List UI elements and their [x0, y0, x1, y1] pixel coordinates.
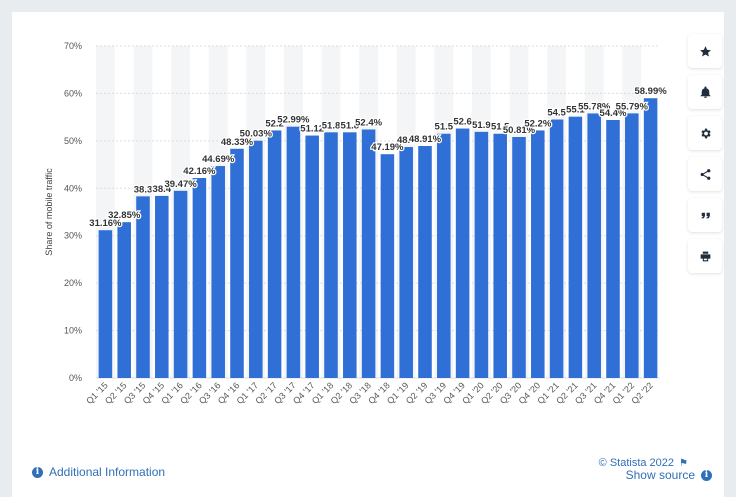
bar	[267, 130, 282, 378]
bar	[437, 133, 451, 378]
bar	[286, 126, 301, 379]
print-icon	[700, 251, 710, 261]
data-label: 55.79%	[616, 101, 649, 112]
y-tick-label: 60%	[64, 88, 82, 98]
data-label: 39.47%	[164, 179, 197, 190]
bar	[305, 135, 319, 378]
bar	[399, 147, 413, 378]
data-label: 52.2%	[524, 118, 551, 129]
notification-button[interactable]	[688, 75, 722, 109]
quote-icon	[700, 212, 710, 218]
show-source-link[interactable]: Show source i	[626, 468, 712, 482]
data-label: 48.91%	[409, 134, 442, 145]
y-tick-label: 0%	[69, 373, 82, 383]
gear-icon	[700, 128, 711, 138]
data-label: 58.99%	[634, 86, 667, 97]
y-tick-label: 10%	[64, 326, 82, 336]
data-label: 31.16%	[89, 218, 122, 229]
share-button[interactable]	[688, 157, 722, 191]
bar	[455, 128, 470, 378]
flag-icon: ⚑	[679, 457, 688, 469]
bar	[361, 129, 376, 378]
y-tick-label: 20%	[64, 278, 82, 288]
side-toolbar	[688, 34, 722, 280]
data-label: 52.99%	[277, 115, 310, 126]
print-button[interactable]	[688, 239, 722, 273]
data-label: 55.78%	[578, 101, 611, 112]
additional-information-label: Additional Information	[49, 465, 166, 479]
bar	[531, 130, 545, 378]
bar	[643, 98, 658, 378]
data-label: 48.33%	[221, 137, 254, 148]
data-label: 48.7	[397, 135, 416, 146]
data-label: 51.8	[322, 120, 341, 131]
bar	[625, 113, 639, 378]
copyright-label: © Statista 2022	[598, 457, 675, 469]
data-label: 54.5	[547, 108, 566, 119]
bar	[474, 131, 489, 378]
bar	[173, 190, 188, 378]
data-label: 47.19%	[371, 142, 404, 153]
info-icon: i	[32, 466, 43, 478]
bar	[549, 119, 564, 378]
bar	[324, 132, 338, 378]
share-icon	[700, 168, 710, 180]
star-icon	[699, 45, 711, 56]
y-tick-label: 40%	[64, 183, 82, 193]
data-label: 38.3	[134, 184, 153, 195]
data-label: 42.16%	[183, 166, 216, 177]
bar	[587, 113, 601, 379]
data-label: 52.2	[265, 118, 284, 129]
bar	[343, 132, 357, 378]
bar	[155, 195, 169, 378]
data-label: 51.5	[491, 122, 510, 133]
favorite-button[interactable]	[688, 34, 722, 68]
chart-card: 0% 10% 20% 30% 40% 50% 60% 70% Share of mobile t…	[12, 12, 724, 497]
cite-button[interactable]	[688, 198, 722, 232]
y-tick-label: 30%	[64, 231, 82, 241]
data-label: 38.4	[153, 184, 172, 195]
data-label: 52.6	[453, 117, 472, 128]
bar	[230, 148, 244, 378]
data-label: 50.81%	[503, 125, 536, 136]
bar	[211, 166, 225, 378]
bar	[512, 137, 526, 378]
bar	[380, 154, 395, 378]
data-label: 51.12	[300, 124, 324, 135]
bell-icon	[700, 86, 710, 98]
y-tick-label: 50%	[64, 136, 82, 146]
bar	[606, 119, 620, 378]
bar	[192, 178, 207, 378]
bar	[568, 116, 583, 378]
info-icon: i	[701, 469, 712, 481]
bar	[493, 133, 507, 378]
chart: 0% 10% 20% 30% 40% 50% 60% 70% Share of mobile t…	[44, 41, 669, 406]
show-source-label: Show source	[625, 468, 695, 482]
bar	[136, 196, 150, 378]
data-label: 55.1	[566, 105, 585, 116]
y-axis-label: Share of mobile traffic	[44, 168, 54, 256]
bar	[249, 140, 263, 378]
data-label: 32.85%	[108, 210, 141, 221]
data-label: 54.4%	[600, 108, 627, 119]
data-label: 51.5	[435, 122, 454, 133]
bar	[418, 146, 432, 378]
data-label: 50.03%	[240, 129, 273, 140]
settings-button[interactable]	[688, 116, 722, 150]
data-label: 51.8	[341, 120, 360, 131]
data-label: 52.4%	[355, 117, 382, 128]
y-tick-label: 70%	[64, 41, 82, 51]
x-tick-label: Q2 '22	[629, 380, 655, 406]
bar	[98, 230, 113, 378]
copyright[interactable]: © Statista 2022 ⚑	[599, 457, 688, 469]
data-label: 44.69%	[202, 154, 235, 165]
bar	[117, 222, 131, 378]
additional-information-link[interactable]: i Additional Information	[32, 465, 165, 479]
data-label: 51.9	[472, 120, 491, 131]
